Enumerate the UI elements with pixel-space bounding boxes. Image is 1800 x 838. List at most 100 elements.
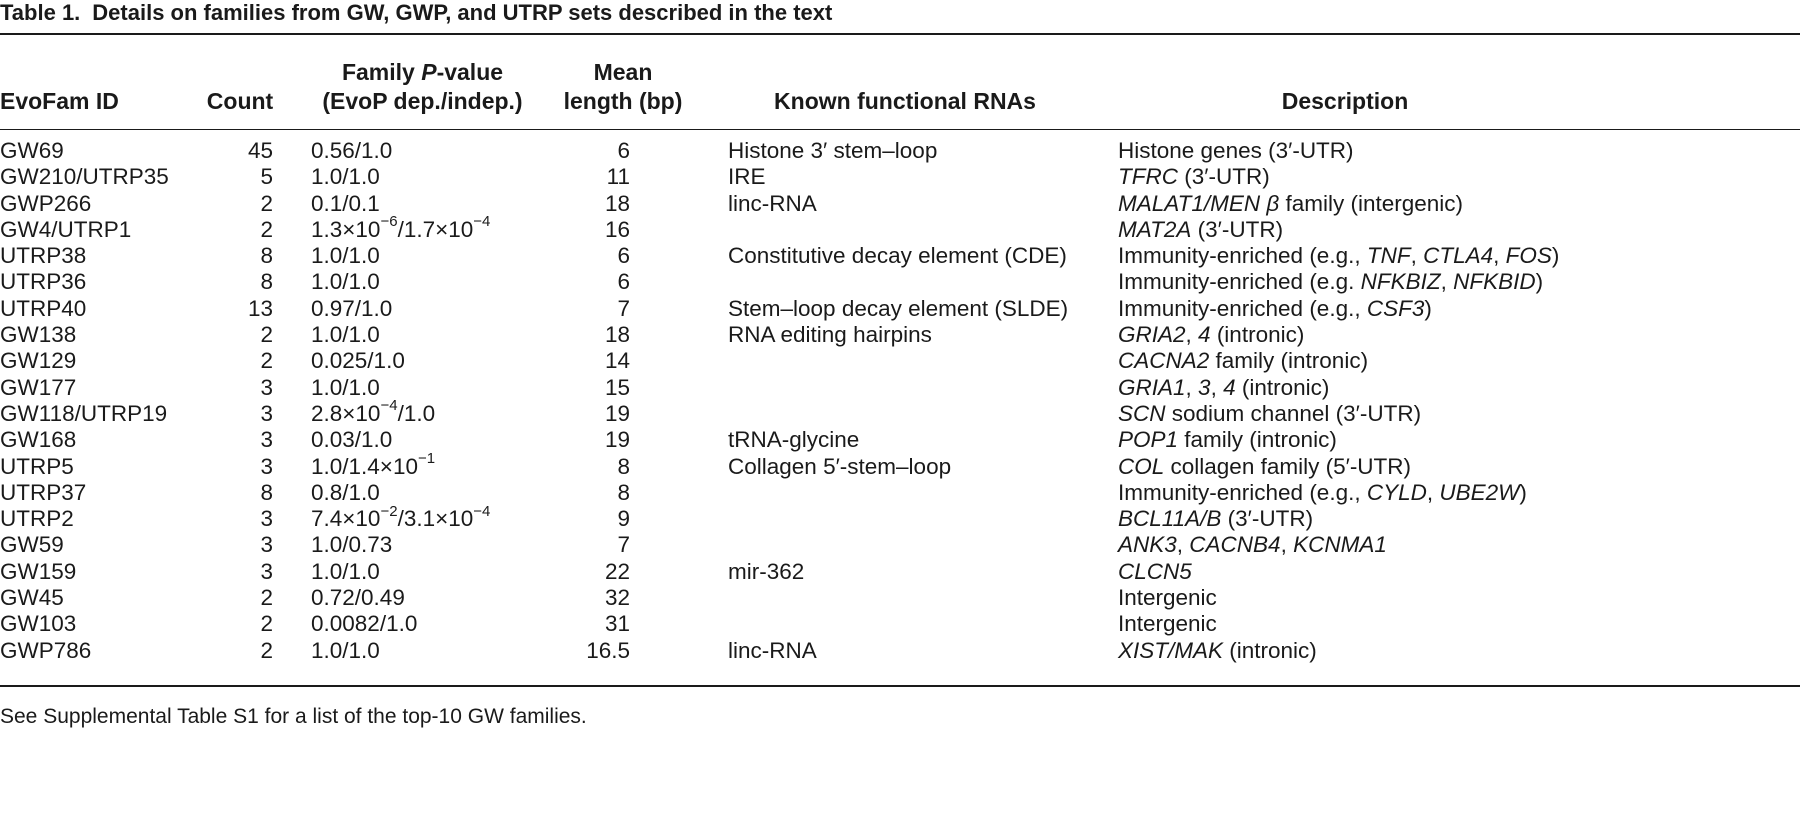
known-rna-cell: RNA editing hairpins bbox=[728, 322, 932, 348]
known-rna-cell: mir-362 bbox=[728, 558, 805, 584]
table-caption: Table 1. Details on families from GW, GWP… bbox=[0, 0, 832, 26]
table-row: GW118/UTRP19 3 2.8×10−4/1.0 19 SCN sodium ch… bbox=[0, 397, 1800, 427]
description-cell: Intergenic bbox=[1118, 611, 1217, 637]
mean-length-cell: 8 bbox=[617, 479, 630, 505]
table-footnote: See Supplemental Table S1 for a list of … bbox=[0, 705, 587, 728]
header-pvalue-line2: (EvoP dep./indep.) bbox=[322, 88, 523, 114]
count-cell: 2 bbox=[260, 585, 273, 611]
count-cell: 3 bbox=[260, 400, 273, 426]
known-rna-cell: Collagen 5′-stem–loop bbox=[728, 453, 952, 479]
known-rna-cell: linc-RNA bbox=[728, 190, 817, 216]
evofam-id-cell: GW129 bbox=[0, 348, 77, 374]
bottom-rule bbox=[0, 685, 1800, 687]
evofam-id-cell: GW59 bbox=[0, 532, 64, 558]
table-row: GW103 2 0.0082/1.0 31 Intergenic bbox=[0, 611, 1800, 637]
mean-length-cell: 9 bbox=[617, 506, 630, 532]
evofam-id-cell: GW168 bbox=[0, 427, 77, 453]
pvalue-cell: 1.0/1.0 bbox=[311, 322, 380, 348]
evofam-id-cell: GW4/UTRP1 bbox=[0, 216, 132, 242]
table-row: GW159 3 1.0/1.0 22 mir-362 CLCN5 bbox=[0, 559, 1800, 585]
evofam-id-cell: UTRP2 bbox=[0, 506, 74, 532]
table-row: GW138 2 1.0/1.0 18 RNA editing hairpins GRIA2… bbox=[0, 322, 1800, 348]
table-row: GWP266 2 0.1/0.1 18 linc-RNA MALAT1/MEN β fam… bbox=[0, 191, 1800, 217]
count-cell: 13 bbox=[247, 295, 273, 321]
count-cell: 2 bbox=[260, 637, 273, 663]
table-title: Details on families from GW, GWP, and UT… bbox=[92, 0, 833, 25]
table-body: GW69 45 0.56/1.0 6 Histone 3′ stem–loop Histo… bbox=[0, 138, 1800, 664]
pvalue-cell: 1.3×10−6/1.7×10−4 bbox=[311, 213, 491, 242]
table-row: UTRP36 8 1.0/1.0 6 Immunity-enriched (e.g. N… bbox=[0, 269, 1800, 295]
pvalue-cell: 0.56/1.0 bbox=[311, 138, 393, 163]
table-row: GW69 45 0.56/1.0 6 Histone 3′ stem–loop Histo… bbox=[0, 138, 1800, 164]
evofam-id-cell: GW159 bbox=[0, 558, 77, 584]
pvalue-cell: 0.0082/1.0 bbox=[311, 611, 418, 637]
header-count: Count bbox=[206, 88, 274, 114]
evofam-id-cell: GW103 bbox=[0, 611, 77, 637]
known-rna-cell: IRE bbox=[728, 164, 766, 190]
count-cell: 2 bbox=[260, 322, 273, 348]
mean-length-cell: 6 bbox=[617, 138, 630, 163]
table-row: GW4/UTRP1 2 1.3×10−6/1.7×10−4 16 MAT2A (3′-U… bbox=[0, 213, 1800, 243]
evofam-id-cell: UTRP37 bbox=[0, 479, 87, 505]
evofam-id-cell: UTRP40 bbox=[0, 295, 87, 321]
mean-length-cell: 15 bbox=[604, 374, 630, 400]
pvalue-cell: 0.72/0.49 bbox=[311, 585, 405, 611]
description-cell: BCL11A/B (3′-UTR) bbox=[1118, 506, 1314, 532]
evofam-id-cell: GW138 bbox=[0, 322, 77, 348]
evofam-id-cell: GW177 bbox=[0, 374, 77, 400]
description-cell: Histone genes (3′-UTR) bbox=[1118, 138, 1354, 163]
count-cell: 8 bbox=[260, 269, 273, 295]
count-cell: 8 bbox=[260, 243, 273, 269]
count-cell: 3 bbox=[260, 427, 273, 453]
table-row: GW210/UTRP35 5 1.0/1.0 11 IRE TFRC (3′-UTR) bbox=[0, 164, 1800, 190]
table-row: GW177 3 1.0/1.0 15 GRIA1, 3, 4 (intronic) bbox=[0, 375, 1800, 401]
description-cell: GRIA2, 4 (intronic) bbox=[1118, 322, 1305, 348]
description-cell: COL collagen family (5′-UTR) bbox=[1118, 453, 1412, 479]
count-cell: 3 bbox=[260, 374, 273, 400]
count-cell: 5 bbox=[260, 164, 273, 190]
header-known-rnas: Known functional RNAs bbox=[774, 88, 1036, 114]
pvalue-cell: 1.0/1.0 bbox=[311, 269, 380, 295]
header-description: Description bbox=[1281, 88, 1409, 114]
mean-length-cell: 7 bbox=[617, 295, 630, 321]
mean-length-cell: 11 bbox=[606, 164, 630, 190]
pvalue-cell: 0.03/1.0 bbox=[311, 427, 393, 453]
count-cell: 8 bbox=[260, 479, 273, 505]
pvalue-cell: 1.0/1.0 bbox=[311, 374, 380, 400]
mean-length-cell: 31 bbox=[604, 611, 630, 637]
description-cell: ANK3, CACNB4, KCNMA1 bbox=[1118, 532, 1387, 558]
mean-length-cell: 19 bbox=[604, 427, 630, 453]
pvalue-cell: 2.8×10−4/1.0 bbox=[311, 397, 436, 426]
description-cell: CLCN5 bbox=[1118, 558, 1192, 584]
description-cell: TFRC (3′-UTR) bbox=[1118, 164, 1270, 190]
table-row: UTRP2 3 7.4×10−2/3.1×10−4 9 BCL11A/B (3′-UTR… bbox=[0, 502, 1800, 532]
evofam-id-cell: GW210/UTRP35 bbox=[0, 164, 169, 190]
known-rna-cell: Stem–loop decay element (SLDE) bbox=[728, 295, 1069, 321]
pvalue-cell: 0.1/0.1 bbox=[311, 190, 380, 216]
pvalue-cell: 0.025/1.0 bbox=[311, 348, 405, 374]
evofam-id-cell: GWP266 bbox=[0, 190, 92, 216]
pvalue-cell: 0.8/1.0 bbox=[311, 479, 380, 505]
count-cell: 3 bbox=[260, 506, 273, 532]
mean-length-cell: 6 bbox=[617, 243, 630, 269]
description-cell: POP1 family (intronic) bbox=[1118, 427, 1337, 453]
pvalue-cell: 1.0/1.0 bbox=[311, 164, 380, 190]
count-cell: 2 bbox=[260, 216, 273, 242]
description-cell: Immunity-enriched (e.g., CSF3) bbox=[1118, 295, 1432, 321]
description-cell: GRIA1, 3, 4 (intronic) bbox=[1118, 374, 1330, 400]
header-family-pvalue: Family P-value (EvoP dep./indep.) bbox=[300, 44, 545, 122]
header-rule bbox=[0, 129, 1800, 130]
table-row: GW45 2 0.72/0.49 32 Intergenic bbox=[0, 585, 1800, 611]
evofam-id-cell: GWP786 bbox=[0, 637, 92, 663]
mean-length-cell: 16 bbox=[604, 216, 630, 242]
pvalue-cell: 1.0/1.0 bbox=[311, 243, 380, 269]
description-cell: Immunity-enriched (e.g., TNF, CTLA4, FOS… bbox=[1118, 243, 1560, 269]
description-cell: CACNA2 family (intronic) bbox=[1118, 348, 1369, 374]
known-rna-cell: linc-RNA bbox=[728, 637, 817, 663]
pvalue-cell: 7.4×10−2/3.1×10−4 bbox=[311, 502, 491, 532]
mean-length-cell: 18 bbox=[604, 190, 630, 216]
mean-length-cell: 22 bbox=[604, 558, 630, 584]
description-cell: XIST/MAK (intronic) bbox=[1118, 637, 1317, 663]
known-rna-cell: Constitutive decay element (CDE) bbox=[728, 243, 1067, 269]
table-row: GWP786 2 1.0/1.0 16.5 linc-RNA XIST/MAK (intr… bbox=[0, 638, 1800, 664]
